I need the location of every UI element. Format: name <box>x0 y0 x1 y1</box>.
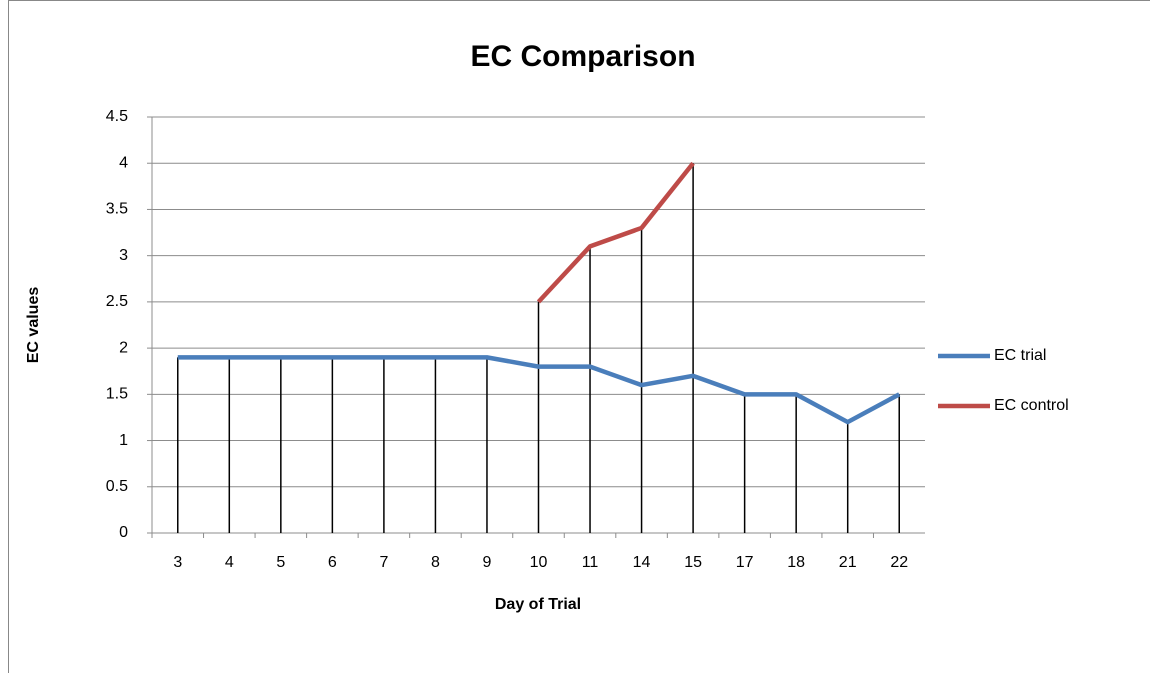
x-tick-label: 4 <box>225 554 234 571</box>
x-tick-label: 15 <box>684 554 702 571</box>
x-tick-label: 14 <box>633 554 651 571</box>
series-line <box>177 355 901 425</box>
y-tick-label: 4 <box>119 154 128 171</box>
x-tick-label: 8 <box>431 554 440 571</box>
y-tick-label: 3 <box>119 247 128 264</box>
y-axis-title: EC values <box>25 287 42 364</box>
legend-label: EC control <box>994 397 1069 414</box>
x-tick-label: 5 <box>276 554 285 571</box>
y-tick-label: 2 <box>119 339 128 356</box>
x-tick-label: 22 <box>890 554 908 571</box>
x-axis-title: Day of Trial <box>495 596 581 613</box>
x-tick-label: 9 <box>483 554 492 571</box>
y-tick-label: 1 <box>119 432 128 449</box>
x-tick-label: 6 <box>328 554 337 571</box>
y-tick-label: 2.5 <box>106 293 128 310</box>
x-tick-label: 10 <box>530 554 548 571</box>
chart-border <box>8 0 1150 673</box>
series-line <box>536 161 695 304</box>
y-tick-label: 1.5 <box>106 386 128 403</box>
y-tick-label: 3.5 <box>106 201 128 218</box>
legend-label: EC trial <box>994 347 1046 364</box>
x-tick-label: 11 <box>582 554 599 571</box>
y-tick-label: 4.5 <box>106 108 128 125</box>
x-tick-label: 3 <box>173 554 182 571</box>
x-tick-label: 18 <box>787 554 805 571</box>
y-tick-label: 0.5 <box>106 478 128 495</box>
chart-title: EC Comparison <box>470 40 695 73</box>
x-tick-label: 21 <box>839 554 857 571</box>
x-tick-label: 7 <box>379 554 388 571</box>
x-tick-label: 17 <box>736 554 754 571</box>
y-tick-label: 0 <box>119 524 128 541</box>
